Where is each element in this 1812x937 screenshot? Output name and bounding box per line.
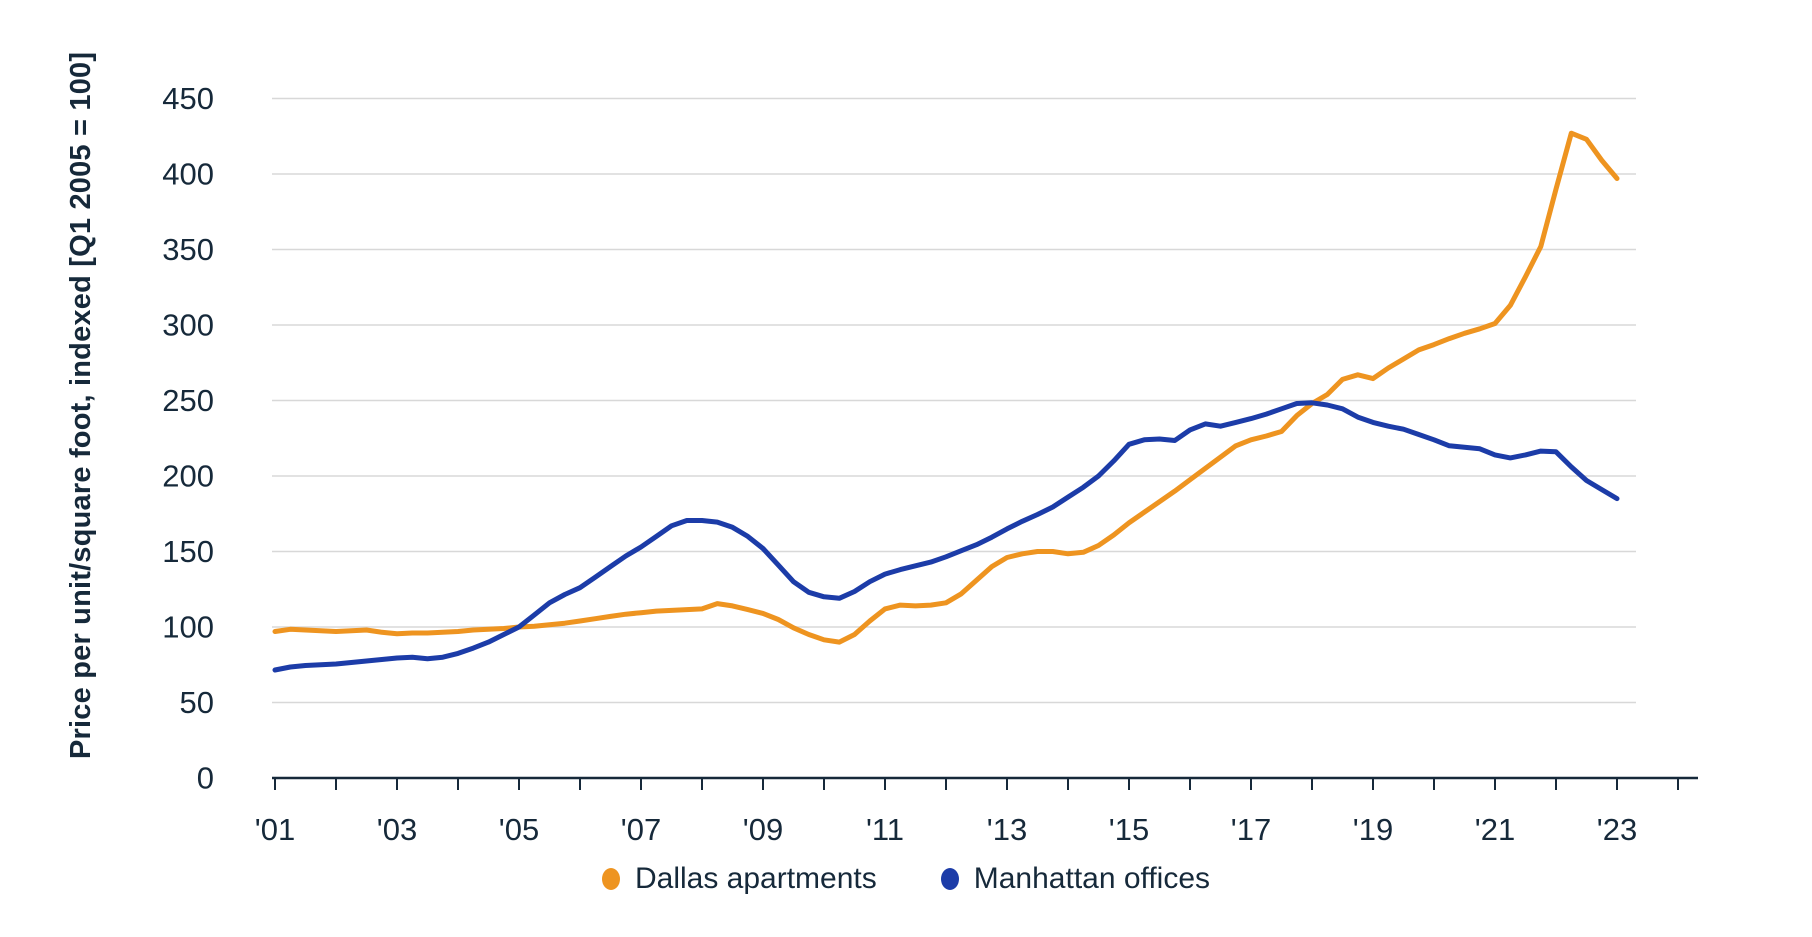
x-axis-ticks (274, 779, 1679, 790)
x-tick-label-2001: '01 (255, 812, 295, 847)
y-tick-label-400: 400 (162, 157, 214, 192)
x-tick-label-2023: '23 (1597, 812, 1637, 847)
x-tick-label-2013: '13 (987, 812, 1027, 847)
x-tick-label-2015: '15 (1109, 812, 1149, 847)
y-tick-label-200: 200 (162, 459, 214, 494)
dallas-apartments-legend-dot-icon (601, 868, 620, 890)
y-axis-tick-labels: 0 50 100 150 200 250 300 350 400 450 (162, 81, 214, 796)
x-tick-label-2019: '19 (1353, 812, 1393, 847)
x-tick-label-2009: '09 (743, 812, 783, 847)
legend-item-manhattan-offices: Manhattan offices (940, 862, 1211, 896)
legend-item-dallas-apartments: Dallas apartments (601, 862, 877, 896)
dallas-apartments-legend-label: Dallas apartments (634, 862, 877, 895)
dallas-apartments-line (272, 130, 1620, 645)
x-tick-label-2007: '07 (621, 812, 661, 847)
y-tick-label-350: 350 (162, 232, 214, 267)
x-tick-label-2017: '17 (1231, 812, 1271, 847)
y-tick-label-0: 0 (197, 761, 214, 796)
y-tick-label-450: 450 (162, 81, 214, 116)
x-tick-label-2005: '05 (499, 812, 539, 847)
manhattan-offices-line (272, 400, 1620, 673)
y-tick-label-300: 300 (162, 308, 214, 343)
manhattan-offices-legend-label: Manhattan offices (973, 862, 1211, 895)
x-tick-label-2003: '03 (377, 812, 417, 847)
gridlines (272, 97, 1636, 704)
y-tick-label-100: 100 (162, 610, 214, 645)
x-tick-label-2011: '11 (866, 812, 904, 847)
manhattan-offices-legend-dot-icon (940, 868, 959, 890)
chart-legend: Dallas apartments Manhattan offices (0, 862, 1812, 896)
x-tick-label-2021: '21 (1475, 812, 1515, 847)
y-tick-label-250: 250 (162, 383, 214, 418)
x-axis-tick-labels: '01 '03 '05 '07 '09 '11 '13 '15 '17 '19 '21 '23 (255, 812, 1637, 847)
y-axis-title: Price per unit/square foot, indexed [Q1 … (65, 51, 97, 759)
y-tick-label-150: 150 (162, 534, 214, 569)
y-tick-label-50: 50 (180, 685, 214, 720)
